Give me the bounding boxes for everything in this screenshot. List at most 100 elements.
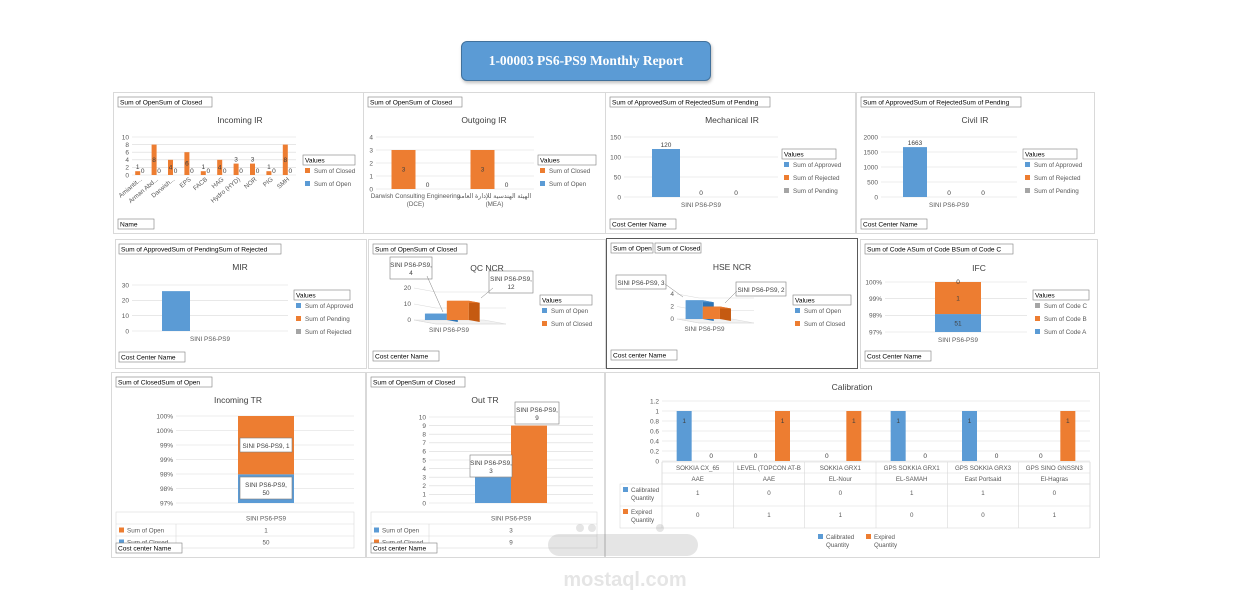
legend-label: Sum of Closed [804, 321, 846, 328]
floor [413, 319, 507, 325]
chart-mechanical-ir[interactable]: Sum of Approved Sum of Rejected Sum of Pen… [606, 93, 855, 233]
axis-field-button[interactable] [609, 218, 677, 230]
field-button[interactable] [115, 376, 213, 388]
y-tick-label: 98% [869, 313, 882, 320]
data-label: 3 [481, 167, 485, 174]
report-title: 1-00003 PS6-PS9 Monthly Report [461, 41, 711, 81]
data-label: 4 [218, 164, 222, 171]
callout-open: 4 [409, 270, 413, 277]
callout-closed: 9 [535, 415, 539, 422]
y-tick-label: 8 [422, 432, 426, 439]
data-label: 0 [995, 453, 999, 460]
axis-field-button[interactable] [610, 349, 678, 361]
legend-values-button[interactable] [293, 289, 351, 301]
chart-hse-ncr[interactable]: Sum of Open Sum of Closed HSE NCR 0 2 4 SINI P… [607, 239, 857, 368]
panel-qc-ncr: Sum of OpenSum of Closed QC NCR 0 10 20 SINI … [368, 239, 606, 369]
field-button-closed[interactable] [654, 242, 702, 254]
legend-swatch [305, 181, 310, 186]
y-tick-label: 9 [422, 423, 426, 430]
axis-field-button[interactable] [115, 542, 183, 554]
y-tick-label: 2 [670, 304, 674, 311]
table-swatch [623, 487, 628, 492]
table-cell: 0 [767, 490, 771, 497]
panel-hse-ncr: Sum of Open Sum of Closed HSE NCR 0 2 4 SINI P… [606, 238, 858, 369]
y-tick-label: 98% [160, 471, 173, 478]
data-label: 0 [981, 190, 985, 197]
chart-title: Incoming IR [217, 115, 262, 125]
data-label: 8 [283, 157, 287, 164]
legend-label: Sum of Open [551, 308, 589, 315]
table-cell: 3 [509, 528, 513, 535]
axis-field-button[interactable] [860, 218, 928, 230]
table-series-label: Quantity [631, 517, 655, 524]
legend-label: Sum of Rejected [305, 329, 352, 336]
chart-calibration[interactable]: Calibration 0 0.2 0.4 0.6 0.8 1 1.2 1 0 0 1 0 1 1 0 1 0 0 1… [606, 373, 1099, 557]
y-tick-label: 0 [369, 186, 373, 193]
table-cell: 0 [1053, 490, 1057, 497]
legend-values-button[interactable] [539, 294, 593, 306]
field-button[interactable] [372, 243, 468, 255]
field-button[interactable] [860, 96, 1022, 108]
axis-field-button-label: Cost center Name [375, 354, 428, 361]
data-label: 0 [141, 168, 145, 175]
legend-values-button-label: Values [1035, 293, 1055, 300]
legend-values-button[interactable] [792, 294, 852, 306]
chart-incoming-tr[interactable]: Sum of ClosedSum of Open Incoming TR 97% 98… [112, 373, 365, 557]
y-tick-label: 99% [869, 296, 882, 303]
data-label: 0 [734, 190, 738, 197]
legend-values-button[interactable] [537, 154, 597, 166]
axis-field-button[interactable] [864, 350, 932, 362]
bar [151, 144, 157, 175]
mostaql-watermark-logo: mostaql.com [548, 524, 698, 591]
bar [200, 171, 206, 175]
table-series-label: Calibrated [631, 487, 660, 494]
y-tick-label: 1 [369, 173, 373, 180]
legend-values-button[interactable] [302, 154, 356, 166]
field-button[interactable] [609, 96, 771, 108]
axis-field-button[interactable] [370, 542, 438, 554]
callout-open: SINI PS6-PS9, [470, 460, 512, 467]
field-button-label: Sum of ClosedSum of Open [118, 380, 200, 387]
field-button[interactable] [117, 96, 213, 108]
axis-field-button[interactable] [372, 350, 440, 362]
chart-mir[interactable]: Sum of Approved Sum of Pending Sum of Reje… [116, 240, 366, 368]
data-label: 0 [239, 168, 243, 175]
legend-values-button[interactable] [1022, 148, 1078, 160]
data-label: 0 [699, 190, 703, 197]
data-label: 0 [709, 453, 713, 460]
data-label: 120 [661, 142, 672, 149]
axis-field-button[interactable] [118, 351, 186, 363]
chart-civil-ir[interactable]: Sum of Approved Sum of Rejected Sum of Pen… [857, 93, 1094, 233]
legend-label: Sum of Closed [551, 321, 593, 328]
y-tick-label: 8 [125, 142, 129, 149]
chart-ifc[interactable]: Sum of Code ASum of Code BSum of Code CI… [861, 240, 1097, 368]
field-button[interactable] [367, 96, 463, 108]
data-label: 0 [256, 168, 260, 175]
axis-field-button-label: Cost Center Name [612, 222, 667, 229]
x-tick-label: SMH [276, 176, 292, 191]
field-button[interactable] [370, 376, 466, 388]
y-tick-label: 10 [404, 301, 412, 308]
field-button[interactable] [118, 243, 282, 255]
table-series-label: Sum of Open [127, 528, 165, 535]
axis-field-button-label: Cost Center Name [121, 355, 176, 362]
x-tick-label: NOR [243, 176, 259, 191]
y-tick-label: 10 [122, 313, 130, 320]
legend-values-button-label: Values [540, 158, 560, 165]
field-button-open[interactable] [610, 242, 654, 254]
axis-field-button[interactable] [117, 218, 155, 230]
y-tick-label: 1.2 [650, 398, 659, 405]
bar [935, 282, 981, 315]
y-tick-label: 5 [422, 457, 426, 464]
table-header: SOKKIA GRX1 [820, 465, 862, 472]
legend-values-button[interactable] [781, 148, 837, 160]
legend-swatch [542, 308, 547, 313]
legend-values-button[interactable] [1032, 289, 1090, 301]
data-label: 6 [185, 161, 189, 168]
field-button[interactable] [864, 243, 1014, 255]
table-header: SINI PS6-PS9 [246, 516, 286, 523]
